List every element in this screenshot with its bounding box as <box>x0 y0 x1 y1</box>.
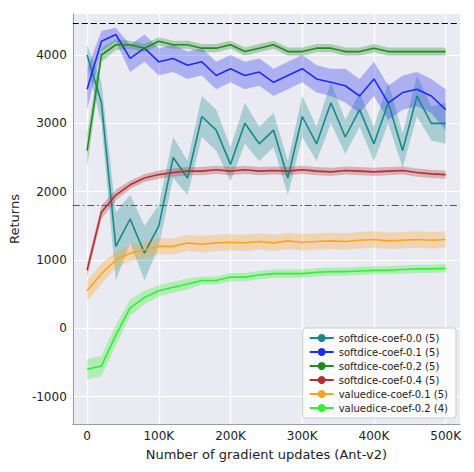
svg-text:3000: 3000 <box>36 116 67 130</box>
svg-text:Returns: Returns <box>7 194 22 244</box>
svg-text:2000: 2000 <box>36 185 67 199</box>
svg-text:softdice-coef-0.2 (5): softdice-coef-0.2 (5) <box>339 361 440 372</box>
svg-text:0: 0 <box>83 429 91 443</box>
svg-text:100K: 100K <box>143 429 175 443</box>
svg-text:400K: 400K <box>359 429 391 443</box>
svg-text:500K: 500K <box>430 429 462 443</box>
svg-text:-1000: -1000 <box>32 390 67 404</box>
svg-text:valuedice-coef-0.1 (5): valuedice-coef-0.1 (5) <box>339 389 448 400</box>
svg-text:softdice-coef-0.1 (5): softdice-coef-0.1 (5) <box>339 347 440 358</box>
svg-text:1000: 1000 <box>36 253 67 267</box>
svg-text:valuedice-coef-0.2 (4): valuedice-coef-0.2 (4) <box>339 403 448 414</box>
svg-text:softdice-coef-0.0 (5): softdice-coef-0.0 (5) <box>339 333 440 344</box>
svg-text:0: 0 <box>59 321 67 335</box>
svg-text:Number of gradient updates (An: Number of gradient updates (Ant-v2) <box>146 447 387 462</box>
svg-text:200K: 200K <box>215 429 247 443</box>
svg-text:300K: 300K <box>287 429 319 443</box>
svg-text:4000: 4000 <box>36 48 67 62</box>
svg-text:softdice-coef-0.4 (5): softdice-coef-0.4 (5) <box>339 375 440 386</box>
